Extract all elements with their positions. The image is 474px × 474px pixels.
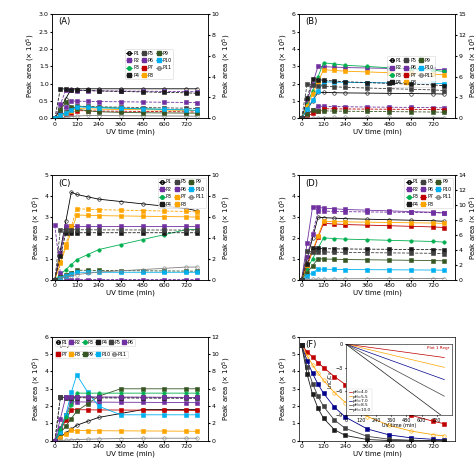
Line: pH=4.0: pH=4.0 <box>300 344 446 425</box>
pH=5.5 <box>310 362 315 368</box>
pH=10.0 <box>315 406 321 411</box>
pH=10.0 <box>343 433 348 438</box>
pH=5.5 <box>332 390 337 395</box>
Text: (E): (E) <box>58 340 70 349</box>
Text: (F): (F) <box>305 340 317 349</box>
Legend: P7, P8, P9, P10, P11: P7, P8, P9, P10, P11 <box>55 351 128 358</box>
Y-axis label: Peak area ($\times$ 10$^{5}$): Peak area ($\times$ 10$^{5}$) <box>278 34 290 99</box>
Text: (A): (A) <box>58 18 71 27</box>
pH=7.0 <box>343 414 348 420</box>
pH=4.0 <box>441 421 447 427</box>
pH=5.5 <box>321 377 327 383</box>
pH=7.0 <box>409 435 414 441</box>
Y-axis label: Peak area ($\times$ 10$^{5}$): Peak area ($\times$ 10$^{5}$) <box>221 356 233 421</box>
pH=8.5 <box>386 437 392 442</box>
Y-axis label: Peak area ($\times$ 10$^{5}$): Peak area ($\times$ 10$^{5}$) <box>31 195 43 260</box>
Y-axis label: Peak area ($\times$ 10$^{5}$): Peak area ($\times$ 10$^{5}$) <box>278 356 290 421</box>
pH=5.5 <box>441 433 447 439</box>
pH=10.0 <box>332 427 337 433</box>
pH=7.0 <box>365 426 370 432</box>
pH=4.0 <box>386 405 392 410</box>
pH=4.0 <box>310 355 315 360</box>
Legend: P1, P2, P3, P4, P5, P6, P7, P8, P9, P10, P11: P1, P2, P3, P4, P5, P6, P7, P8, P9, P10,… <box>157 178 206 208</box>
Legend: P1, P2, P3, P4, P5, P6, P7, P8, P9, P10, P11: P1, P2, P3, P4, P5, P6, P7, P8, P9, P10,… <box>404 178 453 208</box>
X-axis label: UV time (min): UV time (min) <box>106 451 155 457</box>
pH=10.0 <box>441 438 447 444</box>
pH=4.0 <box>409 412 414 418</box>
pH=7.0 <box>304 358 310 364</box>
pH=8.5 <box>365 434 370 439</box>
X-axis label: UV time (min): UV time (min) <box>106 290 155 296</box>
pH=10.0 <box>430 438 436 444</box>
Text: (C): (C) <box>58 179 71 188</box>
pH=7.0 <box>299 343 304 348</box>
pH=7.0 <box>332 404 337 410</box>
pH=8.5 <box>332 417 337 423</box>
Y-axis label: Peak area ($\times$ 10$^{5}$): Peak area ($\times$ 10$^{5}$) <box>221 195 233 260</box>
Y-axis label: Peak area ($\times$ 10$^{5}$): Peak area ($\times$ 10$^{5}$) <box>468 195 474 260</box>
Y-axis label: Peak area ($\times$ 10$^{5}$): Peak area ($\times$ 10$^{5}$) <box>278 195 290 260</box>
pH=5.5 <box>299 343 304 348</box>
pH=8.5 <box>310 381 315 386</box>
pH=8.5 <box>441 438 447 444</box>
pH=8.5 <box>304 364 310 370</box>
Line: pH=8.5: pH=8.5 <box>300 344 446 442</box>
pH=7.0 <box>441 437 447 443</box>
pH=4.0 <box>321 365 327 370</box>
pH=4.0 <box>304 349 310 355</box>
pH=7.0 <box>430 437 436 442</box>
X-axis label: UV time (min): UV time (min) <box>353 128 401 135</box>
X-axis label: UV time (min): UV time (min) <box>353 451 401 457</box>
pH=7.0 <box>321 391 327 396</box>
Text: (D): (D) <box>305 179 318 188</box>
pH=5.5 <box>365 414 370 419</box>
pH=4.0 <box>430 419 436 424</box>
Y-axis label: Peak area ($\times$ 10$^{5}$): Peak area ($\times$ 10$^{5}$) <box>468 34 474 99</box>
pH=4.0 <box>343 382 348 387</box>
pH=5.5 <box>304 353 310 358</box>
pH=8.5 <box>299 343 304 348</box>
pH=10.0 <box>365 437 370 442</box>
pH=10.0 <box>299 343 304 348</box>
Y-axis label: Peak area ($\times$ 10$^{5}$): Peak area ($\times$ 10$^{5}$) <box>221 34 233 99</box>
pH=10.0 <box>310 392 315 397</box>
pH=4.0 <box>299 343 304 348</box>
pH=8.5 <box>430 438 436 444</box>
pH=8.5 <box>409 438 414 443</box>
Line: pH=10.0: pH=10.0 <box>300 344 446 443</box>
Legend: P1, P2, P3, P4, P5, P6, P7, P8, P9, P10, P11: P1, P2, P3, P4, P5, P6, P7, P8, P9, P10,… <box>125 49 173 79</box>
pH=8.5 <box>321 403 327 409</box>
Line: pH=7.0: pH=7.0 <box>300 344 446 441</box>
pH=7.0 <box>310 371 315 376</box>
pH=4.0 <box>365 395 370 401</box>
pH=5.5 <box>386 423 392 428</box>
pH=8.5 <box>343 426 348 431</box>
Legend: P1, P2, P3, P4, P5, P6, P7, P8, P9, P10, P11: P1, P2, P3, P4, P5, P6, P7, P8, P9, P10,… <box>387 56 436 87</box>
pH=10.0 <box>386 438 392 443</box>
Y-axis label: Peak area ($\times$ 10$^{5}$): Peak area ($\times$ 10$^{5}$) <box>25 34 37 99</box>
pH=10.0 <box>321 415 327 421</box>
pH=7.0 <box>315 382 321 387</box>
pH=5.5 <box>315 370 321 376</box>
pH=8.5 <box>315 393 321 399</box>
Y-axis label: Peak area ($\times$ 10$^{5}$): Peak area ($\times$ 10$^{5}$) <box>31 356 43 421</box>
X-axis label: UV time (min): UV time (min) <box>106 128 155 135</box>
X-axis label: UV time (min): UV time (min) <box>353 290 401 296</box>
pH=4.0 <box>332 374 337 380</box>
pH=5.5 <box>343 400 348 405</box>
pH=10.0 <box>409 438 414 444</box>
Line: pH=5.5: pH=5.5 <box>300 344 446 438</box>
Text: (B): (B) <box>305 18 318 27</box>
pH=10.0 <box>304 372 310 377</box>
pH=4.0 <box>315 360 321 365</box>
pH=5.5 <box>430 432 436 438</box>
pH=5.5 <box>409 428 414 434</box>
pH=7.0 <box>386 432 392 438</box>
